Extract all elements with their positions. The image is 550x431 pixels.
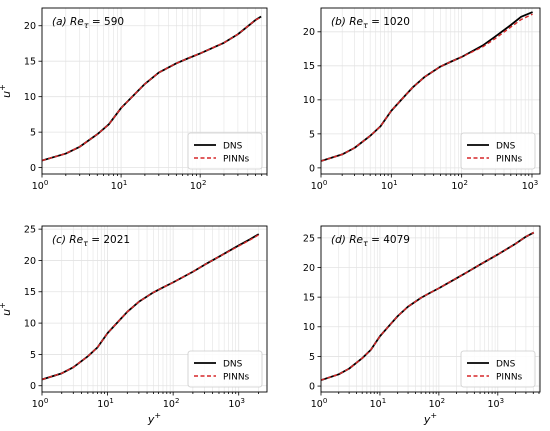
x-tick-label: 101 xyxy=(370,397,387,410)
x-tick-label: 100 xyxy=(32,179,49,192)
y-tick-label: 5 xyxy=(309,129,315,140)
legend-box xyxy=(187,350,263,388)
axes-frame xyxy=(41,7,268,175)
legend: DNS PINNs xyxy=(460,132,536,170)
series-line-pinns xyxy=(42,234,260,381)
x-tick-label: 100 xyxy=(311,397,328,410)
y-tick-label: 20 xyxy=(24,21,36,32)
x-tick-label: 101 xyxy=(381,179,398,192)
series-group xyxy=(321,11,533,162)
x-tick-label: 100 xyxy=(311,179,328,192)
legend-label-pinns: PINNs xyxy=(496,372,523,382)
y-axis-label: u+ xyxy=(0,302,13,316)
y-tick-label: 20 xyxy=(24,256,36,267)
x-axis-label: y+ xyxy=(423,411,437,426)
panel-a: 100 101 102 0 5 10 15 20 u+ (a) Reτ = 590 DNS PINNs xyxy=(0,7,268,192)
y-tick-label: 0 xyxy=(30,381,36,392)
legend-box xyxy=(460,132,536,170)
axes-frame xyxy=(320,7,541,175)
y-tick-label: 20 xyxy=(303,27,315,38)
y-tick-label: 10 xyxy=(303,95,315,106)
y-tick-label: 10 xyxy=(24,92,36,103)
y-tick-label: 5 xyxy=(30,350,36,361)
x-tick-label: 103 xyxy=(488,397,505,410)
y-tick-label: 5 xyxy=(30,128,36,139)
y-tick-label: 25 xyxy=(24,225,36,236)
legend-label-pinns: PINNs xyxy=(223,372,250,382)
y-tick-label: 15 xyxy=(303,293,315,304)
panel-annotation: (b) Reτ = 1020 xyxy=(331,16,410,30)
y-tick-label: 10 xyxy=(24,318,36,329)
legend-label-dns: DNS xyxy=(223,359,243,369)
legend-label-pinns: PINNs xyxy=(223,154,250,164)
series-group xyxy=(42,233,260,381)
legend: DNS PINNs xyxy=(187,132,263,170)
panel-c: 100 101 102 103 0 5 10 15 20 25 u+ y+ (c) Reτ = 2021… xyxy=(0,225,268,426)
legend-box xyxy=(460,350,536,388)
y-tick-label: 10 xyxy=(303,322,315,333)
y-tick-label: 15 xyxy=(24,57,36,68)
y-tick-label: 25 xyxy=(303,233,315,244)
series-line-pinns xyxy=(42,16,262,162)
series-line-pinns xyxy=(321,13,533,162)
legend-label-dns: DNS xyxy=(496,141,516,151)
y-tick-label: 20 xyxy=(303,263,315,274)
panel-annotation: (c) Reτ = 2021 xyxy=(52,234,130,248)
legend-label-pinns: PINNs xyxy=(496,154,523,164)
y-tick-label: 5 xyxy=(309,352,315,363)
series-line-pinns xyxy=(321,231,535,381)
panel-d: 100 101 102 103 0 5 10 15 20 25 y+ (d) Reτ = 4079 DN… xyxy=(303,225,541,426)
legend-label-dns: DNS xyxy=(496,359,516,369)
y-tick-label: 15 xyxy=(303,61,315,72)
legend-label-dns: DNS xyxy=(223,141,243,151)
y-axis-label: u+ xyxy=(0,84,13,98)
series-group xyxy=(42,15,262,162)
y-tick-label: 0 xyxy=(309,163,315,174)
legend-box xyxy=(187,132,263,170)
x-tick-label: 102 xyxy=(190,179,207,192)
x-tick-label: 103 xyxy=(228,397,245,410)
legend: DNS PINNs xyxy=(187,350,263,388)
x-tick-label: 100 xyxy=(32,397,49,410)
panel-annotation: (d) Reτ = 4079 xyxy=(331,234,410,248)
y-tick-label: 0 xyxy=(309,381,315,392)
x-tick-label: 101 xyxy=(97,397,114,410)
x-tick-label: 101 xyxy=(111,179,128,192)
x-tick-label: 102 xyxy=(163,397,180,410)
panel-b: 100 101 102 103 0 5 10 15 20 (b) Reτ = 1020 DNS PIN… xyxy=(303,7,541,192)
legend: DNS PINNs xyxy=(460,350,536,388)
x-tick-label: 103 xyxy=(522,179,539,192)
y-tick-label: 0 xyxy=(30,163,36,174)
x-tick-label: 102 xyxy=(429,397,446,410)
series-group xyxy=(321,231,535,381)
panel-annotation: (a) Reτ = 590 xyxy=(52,16,124,30)
axes-frame xyxy=(320,225,541,393)
x-axis-label: y+ xyxy=(147,411,161,426)
y-tick-label: 15 xyxy=(24,287,36,298)
x-tick-label: 102 xyxy=(451,179,468,192)
axes-frame xyxy=(41,225,268,393)
